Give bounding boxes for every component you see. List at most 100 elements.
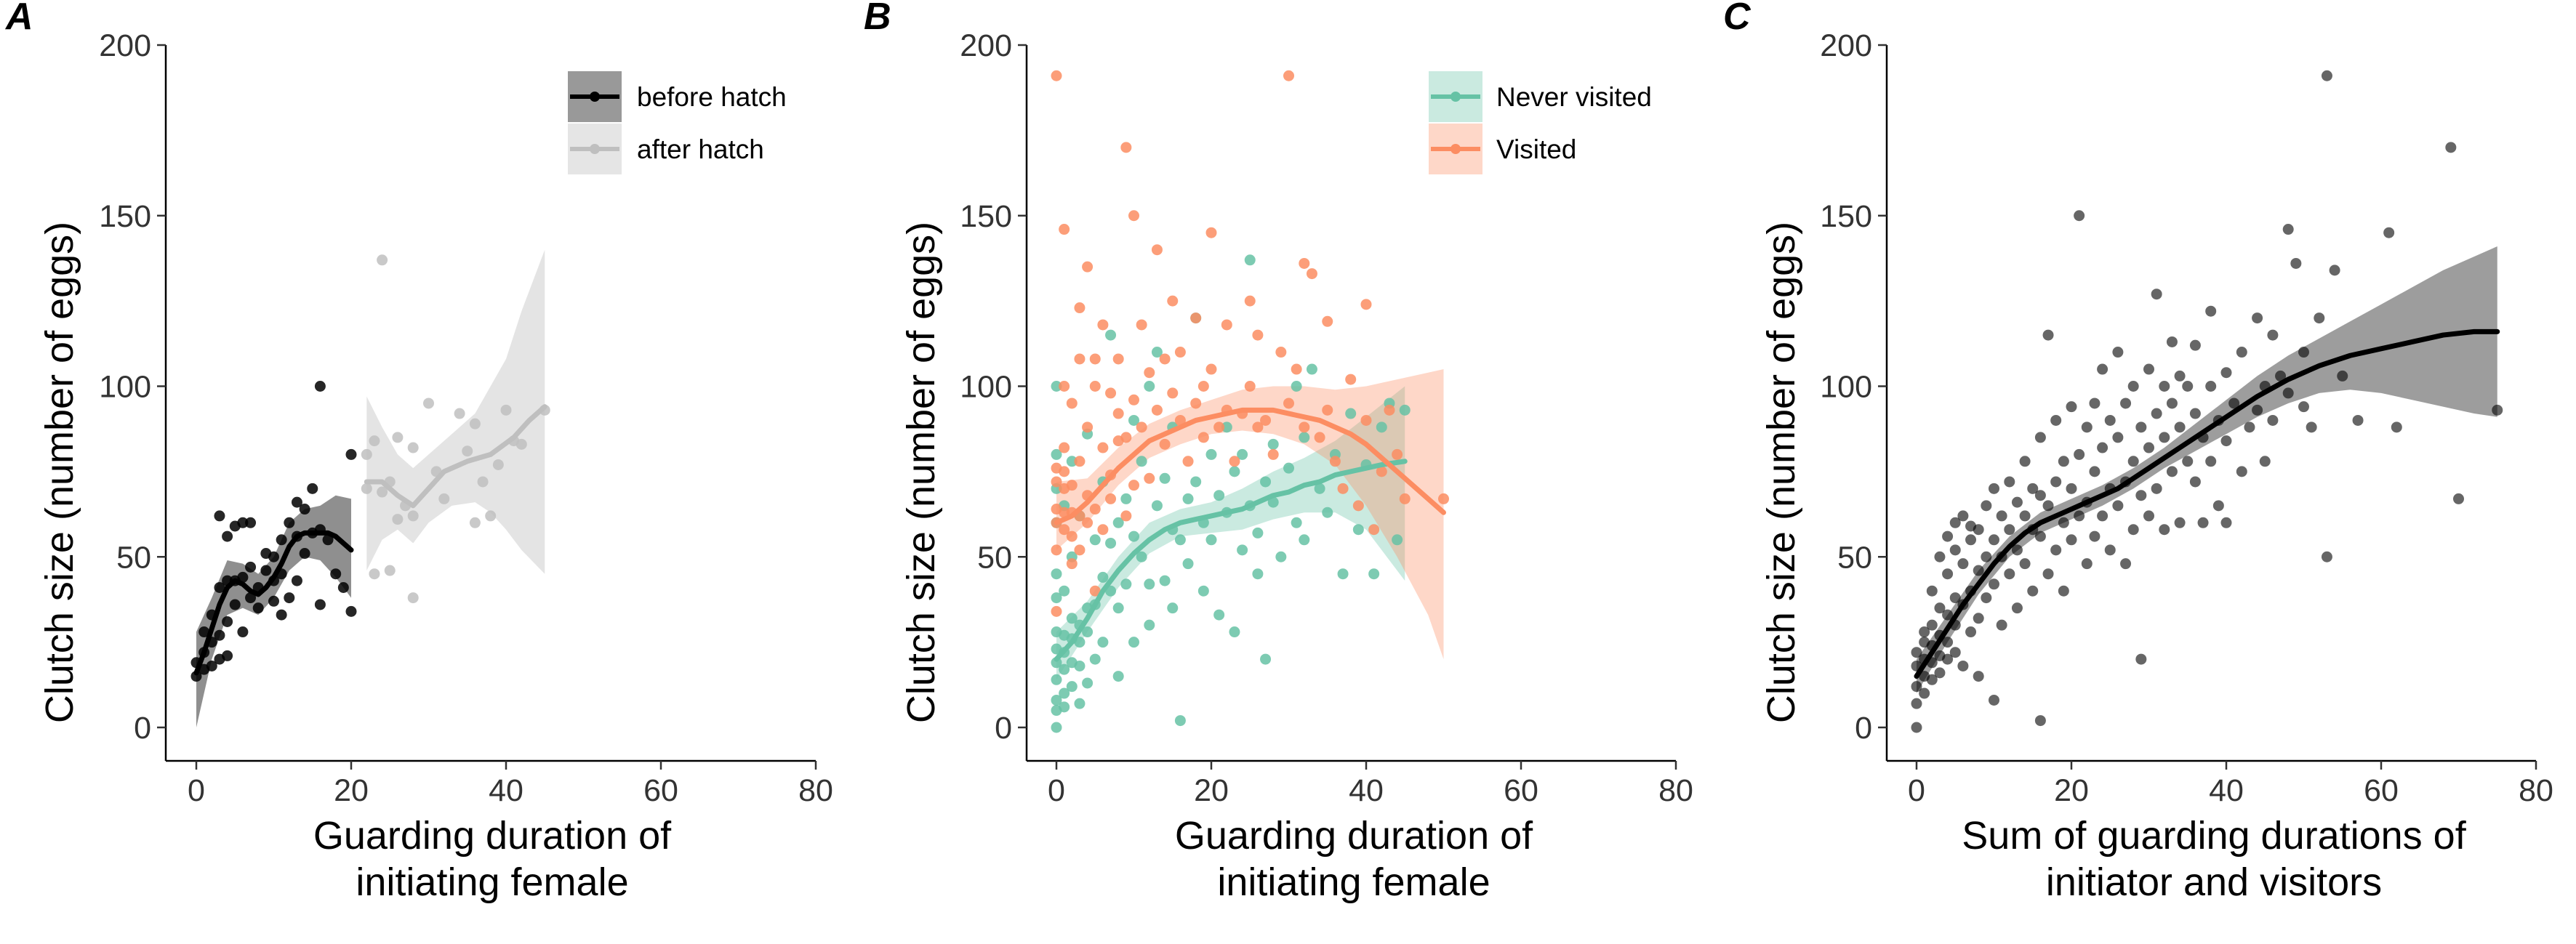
data-point-b-visited-92 [1360, 414, 1372, 426]
x-tick-label-b-0: 0 [1048, 773, 1065, 808]
data-point-b-visited-54 [1159, 438, 1171, 450]
data-point-c-data-137 [2228, 398, 2240, 409]
y-tick-label-c-100: 100 [1820, 370, 1872, 405]
y-tick-label-b-150: 150 [960, 199, 1012, 234]
data-point-c-data-156 [2321, 551, 2332, 562]
y-tick-label-b-0: 0 [995, 711, 1012, 746]
data-point-c-data-121 [2174, 370, 2186, 382]
y-tick-label-a-50: 50 [116, 540, 151, 575]
data-point-b-never-visited-101 [1345, 408, 1357, 419]
data-point-c-data-23 [1942, 568, 1954, 580]
data-point-b-visited-75 [1260, 414, 1272, 426]
data-point-a-after-hatch-24 [500, 404, 512, 416]
data-point-b-visited-61 [1190, 312, 1202, 324]
data-point-c-data-153 [2306, 421, 2317, 433]
data-point-b-never-visited-45 [1112, 602, 1124, 614]
data-point-b-never-visited-83 [1244, 254, 1256, 266]
data-point-c-data-147 [2275, 370, 2287, 382]
data-point-c-data-98 [2120, 558, 2132, 570]
x-tick-label-c-40: 40 [2209, 773, 2244, 808]
data-point-c-data-76 [2058, 585, 2069, 597]
data-point-c-data-42 [1981, 592, 1992, 604]
data-point-c-data-117 [2166, 398, 2178, 409]
data-point-c-data-88 [2089, 398, 2100, 409]
data-point-b-visited-32 [1097, 524, 1109, 536]
y-tick-label-b-200: 200 [960, 28, 1012, 63]
data-point-c-data-123 [2182, 381, 2194, 392]
x-tick-label-a-0: 0 [188, 773, 205, 808]
data-point-c-data-163 [2453, 493, 2464, 504]
data-point-c-data-159 [2352, 414, 2364, 426]
data-point-b-never-visited-64 [1174, 534, 1186, 546]
data-point-b-visited-74 [1252, 421, 1264, 433]
data-point-b-never-visited-8 [1051, 568, 1062, 580]
y-tick-label-a-0: 0 [134, 711, 151, 746]
data-point-c-data-44 [1981, 500, 1992, 512]
data-point-c-data-103 [2127, 381, 2139, 392]
data-point-a-before-hatch-43 [307, 483, 318, 494]
data-point-a-before-hatch-23 [245, 561, 257, 573]
data-point-c-data-139 [2236, 347, 2247, 358]
data-point-b-never-visited-77 [1221, 421, 1232, 433]
panel-letter-c: C [1723, 0, 1752, 38]
data-point-b-never-visited-28 [1074, 637, 1086, 648]
data-point-c-data-109 [2143, 363, 2154, 375]
data-point-b-visited-52 [1151, 404, 1163, 416]
data-point-c-data-110 [2151, 289, 2162, 300]
ci-band-c-fit [1917, 246, 2497, 694]
data-point-c-data-86 [2089, 531, 2100, 542]
x-tick-label-b-20: 20 [1194, 773, 1229, 808]
data-point-a-before-hatch-15 [222, 531, 233, 542]
data-point-b-visited-14 [1066, 558, 1078, 570]
data-point-b-visited-95 [1384, 404, 1395, 416]
data-point-b-visited-69 [1229, 456, 1240, 467]
data-point-a-before-hatch-37 [291, 575, 302, 586]
data-point-a-before-hatch-20 [237, 571, 249, 583]
legend-a: before hatch after hatch [568, 71, 787, 174]
data-point-c-data-157 [2329, 265, 2340, 276]
data-point-a-after-hatch-19 [469, 517, 481, 528]
data-point-c-data-63 [2027, 483, 2039, 494]
data-point-a-before-hatch-48 [330, 568, 342, 580]
data-point-c-data-148 [2282, 224, 2294, 235]
data-point-c-data-32 [1957, 558, 1969, 570]
data-point-b-visited-83 [1306, 268, 1317, 280]
data-point-b-never-visited-78 [1229, 626, 1240, 638]
data-point-c-data-102 [2127, 456, 2139, 467]
data-point-a-before-hatch-50 [345, 605, 357, 617]
data-point-a-before-hatch-44 [314, 599, 326, 610]
data-point-b-never-visited-85 [1252, 568, 1264, 580]
data-point-c-data-87 [2089, 466, 2100, 477]
data-point-b-never-visited-54 [1144, 619, 1155, 631]
data-point-b-visited-9 [1059, 507, 1070, 518]
data-point-b-never-visited-108 [1399, 404, 1411, 416]
panel-letter-a: A [4, 0, 33, 38]
data-point-a-after-hatch-22 [485, 510, 497, 522]
data-point-b-never-visited-7 [1051, 592, 1062, 604]
data-point-b-never-visited-15 [1059, 663, 1070, 675]
data-point-c-data-131 [2205, 305, 2217, 317]
data-point-b-visited-67 [1221, 319, 1232, 331]
data-point-c-data-111 [2151, 483, 2162, 494]
data-point-b-never-visited-38 [1097, 637, 1109, 648]
data-point-b-never-visited-42 [1105, 537, 1117, 549]
data-point-b-visited-86 [1322, 404, 1333, 416]
data-point-c-data-82 [2074, 448, 2085, 460]
data-point-c-data-130 [2205, 381, 2217, 392]
data-point-c-data-55 [2011, 602, 2023, 614]
data-point-c-data-70 [2042, 329, 2054, 341]
data-point-a-before-hatch-31 [268, 551, 279, 562]
data-point-a-after-hatch-2 [369, 568, 380, 580]
data-point-a-after-hatch-21 [477, 476, 489, 488]
panel-letter-b: B [864, 0, 891, 38]
data-point-b-visited-30 [1089, 504, 1101, 515]
data-point-b-never-visited-104 [1368, 568, 1380, 580]
data-point-b-never-visited-50 [1128, 531, 1139, 542]
data-point-c-data-56 [2011, 544, 2023, 556]
data-point-c-data-158 [2337, 370, 2348, 382]
fit-line-a-before-hatch [193, 530, 354, 676]
data-point-c-data-41 [1973, 524, 1984, 536]
data-point-b-never-visited-11 [1051, 448, 1062, 460]
x-axis-title-a-line1: Guarding duration of [313, 814, 672, 858]
